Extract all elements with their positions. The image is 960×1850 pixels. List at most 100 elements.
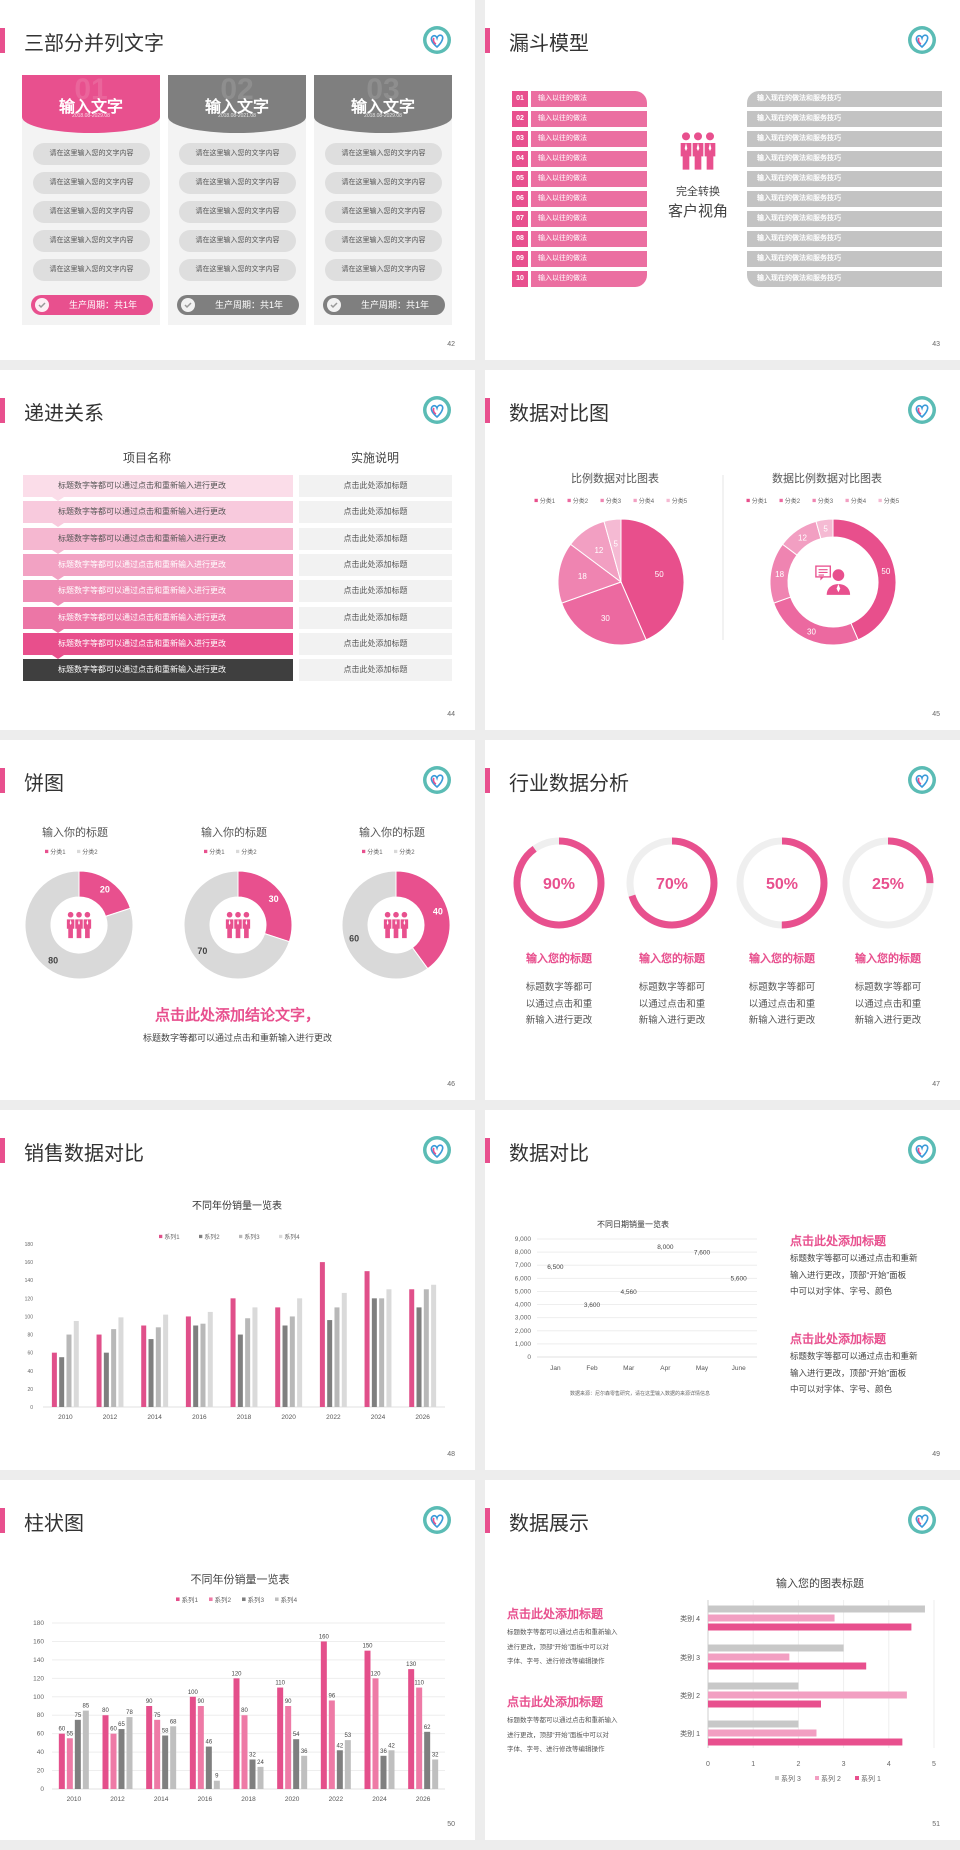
slide-45[interactable]: 数据对比图 45 比例数据对比图表 分类1 分类2 分类3 分类4 分类5 50 30 18 12 5 数… xyxy=(485,370,960,730)
block-title[interactable]: 点击此处添加标题 xyxy=(790,1234,887,1248)
legend-swatch xyxy=(199,1234,203,1239)
bar xyxy=(96,1334,102,1407)
progression-row[interactable]: 标题数字等都可以通过点击和重新输入进行更改 xyxy=(23,580,293,603)
slide-44[interactable]: 递进关系 44 项目名称 实施说明 标题数字等都可以通过点击和重新输入进行更改 点击此处添… xyxy=(0,370,475,730)
y-tick-label: 3,000 xyxy=(515,1315,532,1322)
x-tick-label: 2024 xyxy=(372,1796,387,1803)
y-tick-label: 0 xyxy=(30,1405,33,1411)
funnel-right-item[interactable]: 输入现在的做法和服务技巧 xyxy=(747,151,942,167)
title-accent-bar xyxy=(485,768,490,793)
x-tick-label: 2018 xyxy=(241,1796,256,1803)
funnel-right-item[interactable]: 输入现在的做法和服务技巧 xyxy=(747,91,942,107)
bar xyxy=(162,1735,169,1789)
slide-46[interactable]: 饼图 46 输入你的标题 分类1 分类2 20 80 输入你的标题 分类1 分类2 30 70 输入你的… xyxy=(0,740,475,1100)
progression-row[interactable]: 标题数字等都可以通过点击和重新输入进行更改 xyxy=(23,632,293,655)
card-item[interactable]: 请在这里输入您的文字内容 xyxy=(179,201,296,223)
card-item[interactable]: 请在这里输入您的文字内容 xyxy=(325,143,442,165)
funnel-right-item[interactable]: 输入现在的做法和服务技巧 xyxy=(747,111,942,127)
progression-row[interactable]: 标题数字等都可以通过点击和重新输入进行更改 xyxy=(23,475,293,497)
progression-row[interactable]: 标题数字等都可以通过点击和重新输入进行更改 xyxy=(23,527,293,550)
item-title: 输入您的标题 xyxy=(855,953,921,965)
progression-row[interactable]: 标题数字等都可以通过点击和重新输入进行更改 xyxy=(23,606,293,629)
column-header-note: 实施说明 xyxy=(350,451,399,465)
y-tick-label: 160 xyxy=(25,1260,34,1266)
legend-swatch xyxy=(362,849,366,854)
legend-label: 分类2 xyxy=(785,497,801,505)
card-item[interactable]: 请在这里输入您的文字内容 xyxy=(33,259,150,281)
card-item[interactable]: 请在这里输入您的文字内容 xyxy=(179,259,296,281)
card-heading: 输入文字 xyxy=(204,99,269,116)
block-title[interactable]: 点击此处添加标题 xyxy=(507,1695,604,1709)
funnel-left-item[interactable]: 输入以往的做法 xyxy=(531,111,647,127)
card-item[interactable]: 请在这里输入您的文字内容 xyxy=(179,172,296,194)
progression-note[interactable]: 点击此处添加标题 xyxy=(299,475,452,497)
slide-48[interactable]: 销售数据对比 48 不同年份销量一览表 系列1 系列2 系列3 系列4 0 20 40 60 80 10… xyxy=(0,1110,475,1470)
funnel-right-item[interactable]: 输入现在的做法和服务技巧 xyxy=(747,251,942,267)
slide-42[interactable]: 三部分并列文字 42 01 输入文字 2018.08-2029.08 请在这里输入您的文字… xyxy=(0,0,475,360)
bar xyxy=(154,1719,161,1789)
progression-row[interactable]: 标题数字等都可以通过点击和重新输入进行更改 xyxy=(23,501,293,524)
slide-50[interactable]: 柱状图 50 不同年份销量一览表 系列1 系列2 系列3 系列4 0 20 40 60 80 100 12… xyxy=(0,1480,475,1840)
slide-47[interactable]: 行业数据分析 47 90% 70% 50% 25% 输入您的标题 标题数字等都可 以通过点击和重… xyxy=(485,740,960,1100)
slide-49[interactable]: 数据对比 49 不同日期销量一览表 0 1,000 2,000 3,000 4,000 5,00… xyxy=(485,1110,960,1470)
funnel-left-item[interactable]: 输入以往的做法 xyxy=(531,191,647,207)
funnel-right-item[interactable]: 输入现在的做法和服务技巧 xyxy=(747,271,942,287)
card-item[interactable]: 请在这里输入您的文字内容 xyxy=(33,230,150,252)
funnel-left-item[interactable]: 输入以往的做法 xyxy=(531,171,647,187)
card-item[interactable]: 请在这里输入您的文字内容 xyxy=(325,259,442,281)
funnel-left-item[interactable]: 输入以往的做法 xyxy=(531,91,647,107)
card-item[interactable]: 请在这里输入您的文字内容 xyxy=(179,143,296,165)
card-item[interactable]: 请在这里输入您的文字内容 xyxy=(325,230,442,252)
progression-row[interactable]: 标题数字等都可以通过点击和重新输入进行更改 xyxy=(23,659,293,682)
progression-note[interactable]: 点击此处添加标题 xyxy=(299,606,452,629)
chart-canvas: 不同日期销量一览表 0 1,000 2,000 3,000 4,000 5,000 6,000… xyxy=(515,1219,757,1397)
card-footer[interactable]: 生产周期：共1年 xyxy=(31,295,153,315)
funnel-right-item[interactable]: 输入现在的做法和服务技巧 xyxy=(747,171,942,187)
chart-title: 不同年份销量一览表 xyxy=(192,1199,282,1212)
progression-note[interactable]: 点击此处添加标题 xyxy=(299,580,452,603)
funnel-left-item[interactable]: 输入以往的做法 xyxy=(531,211,647,227)
arrow-notch xyxy=(52,497,64,501)
funnel-right-item[interactable]: 输入现在的做法和服务技巧 xyxy=(747,191,942,207)
funnel-right-item[interactable]: 输入现在的做法和服务技巧 xyxy=(747,131,942,147)
progression-note[interactable]: 点击此处添加标题 xyxy=(299,632,452,655)
block-title[interactable]: 点击此处添加标题 xyxy=(507,1607,604,1621)
progression-row[interactable]: 标题数字等都可以通过点击和重新输入进行更改 xyxy=(23,553,293,576)
legend-label: 系列2 xyxy=(204,1233,220,1241)
progression-note[interactable]: 点击此处添加标题 xyxy=(299,501,452,524)
slide-51[interactable]: 数据展示 51 输入您的图表标题 0 1 2 3 4 5 类别 1 类别 2 类别 3 类别 4 系列 3… xyxy=(485,1480,960,1840)
funnel-left-item[interactable]: 输入以往的做法 xyxy=(531,231,647,247)
funnel-left-item[interactable]: 输入以往的做法 xyxy=(531,251,647,267)
legend-swatch xyxy=(239,1234,243,1239)
card-item[interactable]: 请在这里输入您的文字内容 xyxy=(33,172,150,194)
data-label: 85 xyxy=(82,1704,89,1710)
card-footer[interactable]: 生产周期：共1年 xyxy=(323,295,445,315)
data-label: 12 xyxy=(594,546,603,555)
slide-43[interactable]: 漏斗模型 43 01 输入以往的做法 输入现在的做法和服务技巧 02 输入以往的做法 输入现在… xyxy=(485,0,960,360)
pie-slice xyxy=(183,870,290,980)
item-desc-line: 新输入进行更改 xyxy=(748,1015,816,1026)
card-item[interactable]: 请在这里输入您的文字内容 xyxy=(179,230,296,252)
bar xyxy=(372,1678,379,1789)
funnel-left-item[interactable]: 输入以往的做法 xyxy=(531,131,647,147)
progression-note[interactable]: 点击此处添加标题 xyxy=(299,527,452,550)
card-item[interactable]: 请在这里输入您的文字内容 xyxy=(325,201,442,223)
progression-note[interactable]: 点击此处添加标题 xyxy=(299,553,452,576)
title-accent-bar xyxy=(0,1508,5,1533)
funnel-right-item[interactable]: 输入现在的做法和服务技巧 xyxy=(747,211,942,227)
card-item[interactable]: 请在这里输入您的文字内容 xyxy=(325,172,442,194)
card-footer[interactable]: 生产周期：共1年 xyxy=(177,295,299,315)
conclusion-text[interactable]: 点击此处添加结论文字， xyxy=(154,1007,320,1024)
funnel-left-item[interactable]: 输入以往的做法 xyxy=(531,271,647,287)
progression-note[interactable]: 点击此处添加标题 xyxy=(299,659,452,682)
bar xyxy=(66,1334,72,1407)
arrow-notch xyxy=(52,628,64,633)
funnel-right-item[interactable]: 输入现在的做法和服务技巧 xyxy=(747,231,942,247)
y-tick-label: 60 xyxy=(37,1731,45,1738)
card-item[interactable]: 请在这里输入您的文字内容 xyxy=(33,143,150,165)
page-number: 42 xyxy=(447,341,455,348)
block-title[interactable]: 点击此处添加标题 xyxy=(790,1332,887,1346)
funnel-left-item[interactable]: 输入以往的做法 xyxy=(531,151,647,167)
card-item[interactable]: 请在这里输入您的文字内容 xyxy=(33,201,150,223)
bar xyxy=(110,1733,117,1789)
